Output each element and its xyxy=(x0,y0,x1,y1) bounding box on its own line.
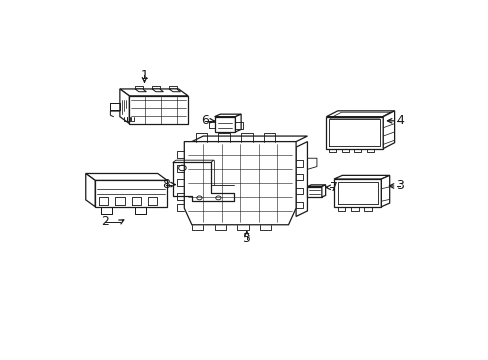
Polygon shape xyxy=(129,96,188,123)
Text: 6: 6 xyxy=(201,114,209,127)
Polygon shape xyxy=(321,185,325,197)
Polygon shape xyxy=(95,180,167,207)
Text: 7: 7 xyxy=(329,181,337,194)
Polygon shape xyxy=(120,89,188,96)
Polygon shape xyxy=(85,174,95,207)
Text: 4: 4 xyxy=(396,114,404,127)
Polygon shape xyxy=(307,185,325,186)
Polygon shape xyxy=(85,174,167,180)
Polygon shape xyxy=(326,111,394,117)
Polygon shape xyxy=(381,175,389,207)
Polygon shape xyxy=(191,136,307,141)
Text: 2: 2 xyxy=(101,216,108,229)
Text: 3: 3 xyxy=(396,179,404,193)
Polygon shape xyxy=(169,89,180,92)
Polygon shape xyxy=(120,89,129,123)
Polygon shape xyxy=(333,175,389,179)
Polygon shape xyxy=(326,117,383,149)
Text: 1: 1 xyxy=(140,68,148,82)
Text: 5: 5 xyxy=(243,232,250,245)
Polygon shape xyxy=(333,179,381,207)
Polygon shape xyxy=(214,117,235,132)
Polygon shape xyxy=(214,114,241,117)
Polygon shape xyxy=(135,89,146,92)
Polygon shape xyxy=(307,186,321,197)
Polygon shape xyxy=(235,114,241,132)
Polygon shape xyxy=(184,141,296,225)
Polygon shape xyxy=(383,111,394,149)
Polygon shape xyxy=(152,89,163,92)
Polygon shape xyxy=(296,141,307,216)
Text: 8: 8 xyxy=(162,178,170,191)
